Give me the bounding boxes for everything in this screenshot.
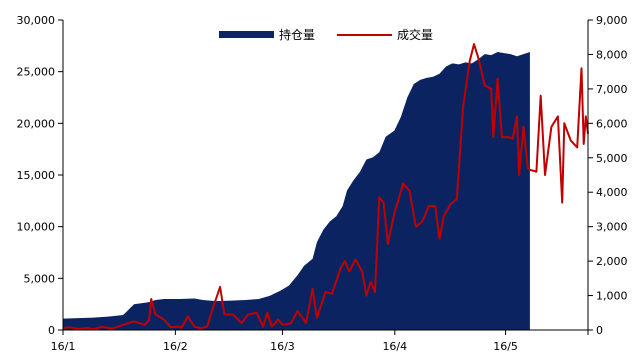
left-tick-label: 0 — [48, 324, 55, 337]
right-tick-label: 2,000 — [596, 255, 628, 268]
x-tick-label: 16/1 — [51, 340, 76, 353]
left-tick-label: 15,000 — [17, 169, 56, 182]
right-tick-label: 7,000 — [596, 83, 628, 96]
right-tick-label: 3,000 — [596, 221, 628, 234]
open-interest-area — [63, 52, 530, 330]
x-tick-label: 16/5 — [493, 340, 518, 353]
x-tick-label: 16/3 — [270, 340, 295, 353]
left-tick-label: 5,000 — [24, 272, 56, 285]
legend-label-open-interest: 持仓量 — [279, 27, 315, 42]
right-tick-label: 0 — [596, 324, 603, 337]
right-tick-label: 9,000 — [596, 14, 628, 27]
right-tick-label: 5,000 — [596, 152, 628, 165]
left-tick-label: 20,000 — [17, 117, 56, 130]
legend-swatch-open-interest — [219, 31, 274, 38]
left-tick-label: 25,000 — [17, 66, 56, 79]
right-tick-label: 6,000 — [596, 117, 628, 130]
volume-line — [62, 43, 589, 331]
legend-label-volume: 成交量 — [397, 27, 433, 42]
line-layer — [62, 43, 589, 331]
right-tick-label: 8,000 — [596, 48, 628, 61]
left-tick-label: 10,000 — [17, 221, 56, 234]
legend: 持仓量 成交量 — [219, 27, 433, 42]
right-tick-label: 4,000 — [596, 186, 628, 199]
ticks-layer: 0 5,000 10,000 15,000 20,000 25,000 30,000 0 1,0… — [17, 14, 628, 353]
area-layer — [63, 52, 530, 330]
left-tick-label: 30,000 — [17, 14, 56, 27]
right-tick-label: 1,000 — [596, 290, 628, 303]
x-tick-label: 16/4 — [382, 340, 407, 353]
x-tick-label: 16/2 — [163, 340, 188, 353]
